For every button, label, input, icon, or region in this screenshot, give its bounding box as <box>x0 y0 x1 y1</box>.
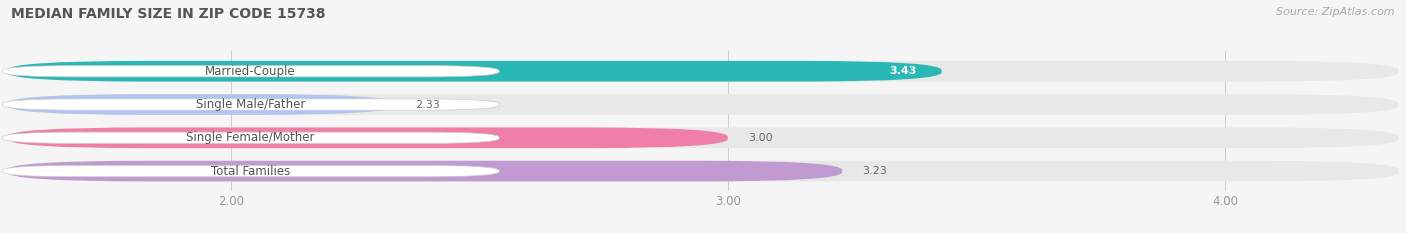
Text: 3.43: 3.43 <box>890 66 917 76</box>
FancyBboxPatch shape <box>1 99 499 110</box>
FancyBboxPatch shape <box>7 127 728 148</box>
Text: Total Families: Total Families <box>211 164 290 178</box>
FancyBboxPatch shape <box>7 161 842 182</box>
FancyBboxPatch shape <box>1 65 499 77</box>
Text: 2.33: 2.33 <box>415 99 440 110</box>
Text: Single Male/Father: Single Male/Father <box>195 98 305 111</box>
FancyBboxPatch shape <box>7 94 1399 115</box>
FancyBboxPatch shape <box>7 161 1399 182</box>
Text: Single Female/Mother: Single Female/Mother <box>187 131 315 144</box>
FancyBboxPatch shape <box>1 132 499 144</box>
Text: 3.23: 3.23 <box>862 166 887 176</box>
FancyBboxPatch shape <box>7 61 942 82</box>
Text: 3.00: 3.00 <box>748 133 772 143</box>
Text: Married-Couple: Married-Couple <box>205 65 295 78</box>
FancyBboxPatch shape <box>7 127 1399 148</box>
FancyBboxPatch shape <box>7 61 1399 82</box>
FancyBboxPatch shape <box>7 94 395 115</box>
FancyBboxPatch shape <box>1 165 499 177</box>
Text: MEDIAN FAMILY SIZE IN ZIP CODE 15738: MEDIAN FAMILY SIZE IN ZIP CODE 15738 <box>11 7 326 21</box>
Text: Source: ZipAtlas.com: Source: ZipAtlas.com <box>1277 7 1395 17</box>
